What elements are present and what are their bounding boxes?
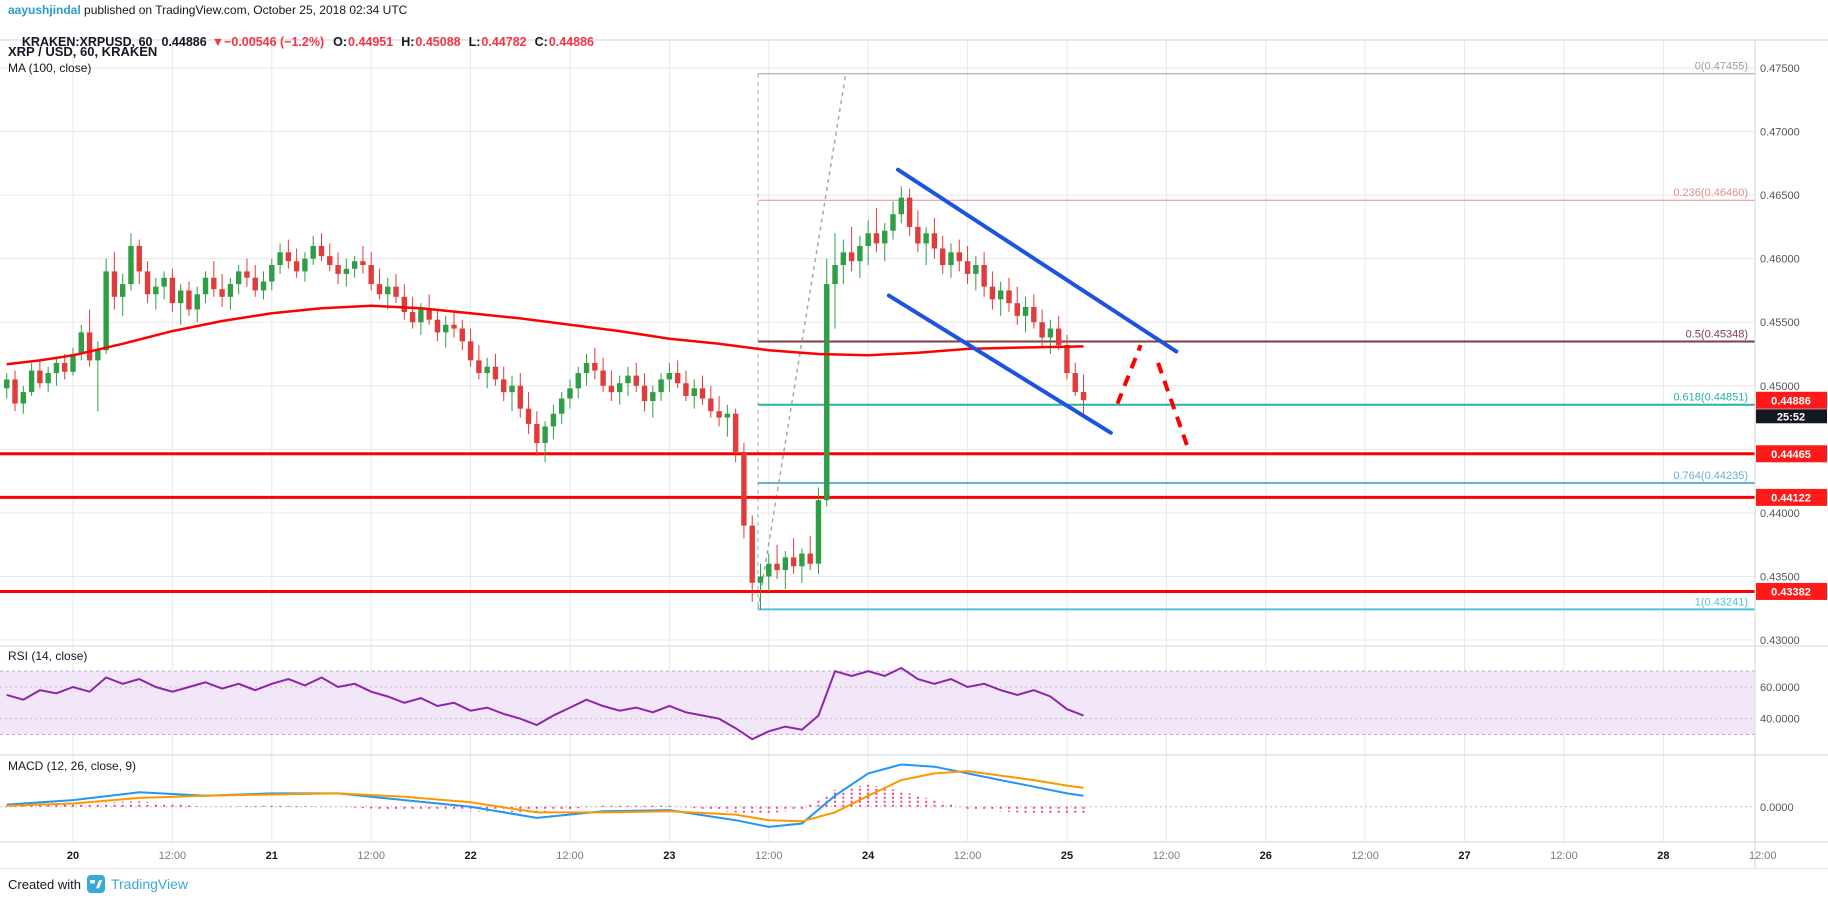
- svg-text:21: 21: [266, 850, 278, 862]
- svg-text:12:00: 12:00: [954, 850, 982, 862]
- svg-text:0.44886: 0.44886: [1771, 395, 1811, 407]
- svg-text:12:00: 12:00: [1550, 850, 1578, 862]
- svg-text:20: 20: [67, 850, 79, 862]
- svg-text:28: 28: [1657, 850, 1669, 862]
- high-label: H:: [401, 35, 415, 49]
- svg-text:12:00: 12:00: [755, 850, 783, 862]
- low-label: L:: [468, 35, 481, 49]
- tradingview-link[interactable]: TradingView: [110, 876, 189, 892]
- macd-histogram: [5, 784, 1085, 815]
- svg-text:0.45500: 0.45500: [1760, 317, 1800, 329]
- svg-text:0.43000: 0.43000: [1760, 635, 1800, 647]
- time-axis[interactable]: 20 12:00 21 12:00 22 12:00 23 12:00 24 12:00 25 12:…: [67, 850, 1777, 862]
- svg-text:25: 25: [1061, 850, 1073, 862]
- created-with-text: Created with: [8, 876, 81, 892]
- svg-text:27: 27: [1458, 850, 1470, 862]
- svg-text:0.45000: 0.45000: [1760, 381, 1800, 393]
- svg-text:0.43382: 0.43382: [1771, 586, 1811, 598]
- svg-text:26: 26: [1260, 850, 1272, 862]
- svg-text:0.44122: 0.44122: [1771, 492, 1811, 504]
- price-axis-badges: 0.44465 0.44122 0.43382 0.44886 25:52: [1756, 391, 1827, 600]
- close-value: 0.44886: [548, 35, 594, 49]
- footer-bar: Created with TradingView: [0, 868, 1828, 899]
- last-price-value: 0.44886: [161, 35, 207, 49]
- svg-text:12:00: 12:00: [357, 850, 385, 862]
- svg-text:40.0000: 40.0000: [1760, 714, 1800, 726]
- rsi-line: [6, 666, 1084, 741]
- symbol-info-bar: KRAKEN:XRPUSD, 60 0.44886 ▼−0.00546 (−1.2%…: [8, 21, 602, 63]
- low-value: 0.44782: [481, 35, 527, 49]
- macd-line: [6, 763, 1084, 828]
- rsi-legend: RSI (14, close): [8, 649, 88, 663]
- macd-signal-line: [6, 770, 1084, 823]
- drawing-annotations-layer: [886, 167, 1189, 447]
- svg-text:12:00: 12:00: [1153, 850, 1181, 862]
- author-link[interactable]: aayushjindal: [8, 3, 81, 17]
- svg-text:0.764(0.44235): 0.764(0.44235): [1673, 470, 1748, 482]
- tradingview-logo-icon[interactable]: [86, 875, 105, 893]
- svg-text:12:00: 12:00: [159, 850, 187, 862]
- svg-text:12:00: 12:00: [1749, 850, 1777, 862]
- byline-text: published on TradingView.com, October 25…: [80, 3, 408, 17]
- symbol-title: KRAKEN:XRPUSD, 60: [21, 35, 153, 49]
- open-value: 0.44951: [348, 35, 394, 49]
- macd-legend: MACD (12, 26, close, 9): [8, 759, 137, 773]
- high-value: 0.45088: [415, 35, 461, 49]
- svg-text:0.43500: 0.43500: [1760, 571, 1800, 583]
- svg-text:25:52: 25:52: [1777, 411, 1805, 423]
- down-arrow-icon: ▼: [211, 35, 225, 49]
- byline: aayushjindal published on TradingView.co…: [8, 3, 407, 17]
- svg-text:0.46000: 0.46000: [1760, 254, 1800, 266]
- svg-text:24: 24: [862, 850, 875, 862]
- svg-text:0.47000: 0.47000: [1760, 127, 1800, 139]
- change-value: −0.00546 (−1.2%): [224, 35, 325, 49]
- svg-text:60.0000: 60.0000: [1760, 682, 1800, 694]
- svg-text:0.44465: 0.44465: [1771, 449, 1811, 461]
- chart-canvas[interactable]: 60.0000 40.0000 0.0000 0(0.47455) 0.236(0.46…: [0, 0, 1828, 868]
- ma-legend: MA (100, close): [8, 61, 92, 75]
- svg-text:12:00: 12:00: [556, 850, 584, 862]
- svg-text:0.236(0.46460): 0.236(0.46460): [1673, 187, 1748, 199]
- open-label: O:: [333, 35, 348, 49]
- svg-text:0(0.47455): 0(0.47455): [1695, 61, 1748, 73]
- support-lines-layer: [0, 452, 1755, 593]
- macd-pane: 0.0000: [0, 802, 1794, 814]
- close-label: C:: [534, 35, 548, 49]
- svg-text:0.44000: 0.44000: [1760, 508, 1800, 520]
- ma100-line: [6, 304, 1084, 366]
- svg-text:0.618(0.44851): 0.618(0.44851): [1673, 392, 1748, 404]
- svg-text:1(0.43241): 1(0.43241): [1695, 596, 1748, 608]
- svg-text:23: 23: [663, 850, 675, 862]
- candlestick-layer: [4, 186, 1087, 610]
- svg-text:22: 22: [464, 850, 476, 862]
- svg-text:0.5(0.45348): 0.5(0.45348): [1686, 329, 1748, 341]
- price-axis[interactable]: 0.47500 0.47000 0.46500 0.46000 0.45500 0.450…: [1760, 63, 1800, 647]
- svg-text:0.46500: 0.46500: [1760, 190, 1800, 202]
- pane-separators: [0, 39, 1828, 868]
- fib-retracement-layer: 0(0.47455) 0.236(0.46460) 0.5(0.45348) 0.61…: [757, 61, 1755, 611]
- chart-legend-title: XRP / USD, 60, KRAKEN: [8, 44, 158, 59]
- svg-text:0.47500: 0.47500: [1760, 63, 1800, 75]
- svg-text:12:00: 12:00: [1351, 850, 1379, 862]
- rsi-pane: 60.0000 40.0000: [0, 670, 1800, 735]
- svg-text:0.0000: 0.0000: [1760, 802, 1794, 814]
